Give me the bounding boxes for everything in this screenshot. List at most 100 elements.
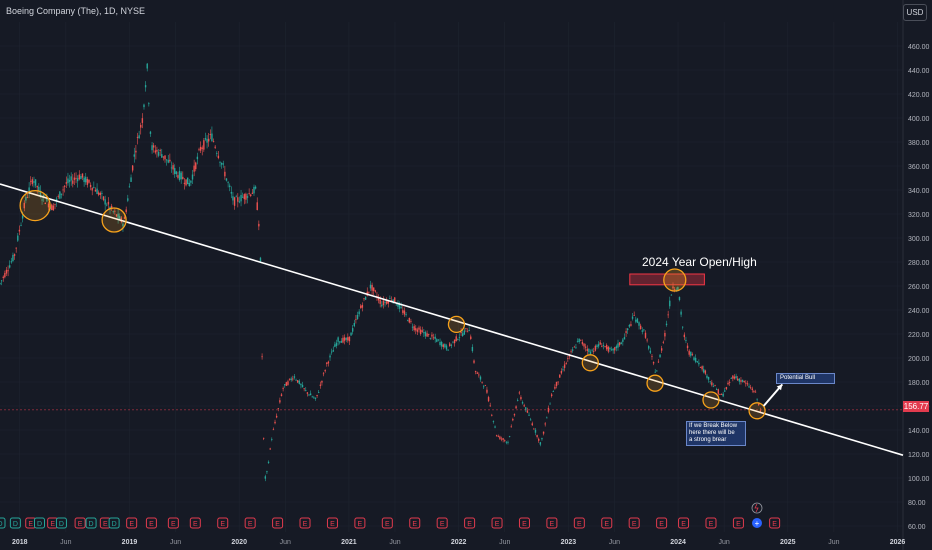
x-tick-label: Jun	[719, 539, 730, 546]
candle-body	[115, 214, 118, 217]
highlight-circle	[19, 189, 51, 222]
marker-letter: E	[604, 521, 609, 528]
lightning-icon[interactable]	[751, 502, 763, 514]
earnings-marker[interactable]: E	[167, 517, 179, 529]
candle-body	[460, 331, 462, 334]
y-tick-label: 460.00	[908, 44, 930, 51]
currency-button[interactable]: USD	[903, 4, 927, 21]
earnings-marker[interactable]: E	[601, 517, 613, 529]
highlight-circle	[748, 402, 766, 420]
earnings-marker[interactable]: E	[189, 517, 201, 529]
plus-circle	[752, 518, 762, 528]
add-event-marker[interactable]: +	[752, 518, 762, 528]
marker-letter: E	[149, 521, 154, 528]
year-high-label: 2024 Year Open/High	[642, 255, 757, 269]
x-tick-label: 2018	[12, 539, 28, 546]
candle-body	[523, 405, 525, 407]
dividend-marker[interactable]: D	[0, 517, 6, 529]
candle-body	[30, 180, 32, 182]
candle-body	[614, 347, 616, 351]
candle-body	[405, 314, 407, 315]
marker-letter: E	[28, 521, 33, 528]
earnings-marker[interactable]: E	[436, 517, 448, 529]
earnings-marker[interactable]: E	[769, 517, 781, 529]
earnings-marker[interactable]: E	[244, 517, 256, 529]
dividend-marker[interactable]: D	[108, 517, 120, 529]
candle-body	[76, 178, 79, 182]
marker-letter: E	[50, 521, 55, 528]
candle-body	[277, 408, 279, 410]
x-tick-label: 2019	[122, 539, 138, 546]
candle-body	[353, 322, 355, 327]
candle-body	[136, 136, 139, 138]
candle-body	[649, 350, 652, 353]
earnings-marker[interactable]: E	[573, 517, 585, 529]
candle-body	[667, 314, 669, 316]
candle-body	[738, 378, 741, 382]
earnings-marker[interactable]: E	[628, 517, 640, 529]
earnings-marker[interactable]: E	[491, 517, 503, 529]
candle-body	[508, 436, 511, 438]
y-tick-label: 380.00	[908, 140, 930, 147]
marker-frame	[705, 517, 717, 529]
candle-body	[628, 325, 631, 327]
candle-body	[588, 348, 590, 352]
candle-body	[618, 342, 621, 346]
potential-bull-note[interactable]: Potential Bull	[776, 373, 835, 384]
dividend-marker[interactable]: D	[33, 517, 45, 529]
earnings-marker[interactable]: E	[732, 517, 744, 529]
earnings-marker[interactable]: E	[381, 517, 393, 529]
earnings-marker[interactable]: E	[326, 517, 338, 529]
candle-body	[439, 341, 441, 346]
candle-body	[492, 421, 495, 422]
candle-body	[91, 187, 93, 191]
break-below-note[interactable]: If we Break Below here there will be a s…	[686, 421, 746, 446]
candle-body	[303, 388, 305, 390]
candle-body	[659, 354, 661, 358]
candle-body	[80, 176, 82, 180]
marker-letter: E	[467, 521, 472, 528]
candle-body	[410, 320, 412, 322]
candle-body	[549, 403, 551, 405]
candle-body	[233, 197, 236, 206]
dividend-marker[interactable]: D	[55, 517, 67, 529]
candle-body	[625, 331, 627, 333]
earnings-marker[interactable]: E	[409, 517, 421, 529]
candle-body	[528, 414, 530, 416]
earnings-marker[interactable]: E	[546, 517, 558, 529]
earnings-marker[interactable]: E	[464, 517, 476, 529]
candle-body	[468, 329, 470, 332]
candle-body	[140, 124, 142, 128]
candle-body	[54, 203, 56, 205]
earnings-marker[interactable]: E	[74, 517, 86, 529]
candle-body	[195, 162, 197, 170]
candle-body	[499, 436, 501, 439]
candle-body	[301, 384, 304, 388]
earnings-marker[interactable]: E	[656, 517, 668, 529]
candle-body	[42, 194, 45, 197]
earnings-marker[interactable]: E	[299, 517, 311, 529]
earnings-marker[interactable]: E	[678, 517, 690, 529]
candle-body	[96, 188, 98, 195]
candle-body	[381, 304, 383, 307]
earnings-marker[interactable]: E	[47, 517, 59, 529]
trendline[interactable]	[0, 183, 904, 456]
earnings-marker[interactable]: E	[145, 517, 157, 529]
earnings-marker[interactable]: E	[272, 517, 284, 529]
earnings-marker[interactable]: E	[354, 517, 366, 529]
earnings-marker[interactable]: E	[705, 517, 717, 529]
dividend-marker[interactable]: D	[85, 517, 97, 529]
earnings-marker[interactable]: E	[518, 517, 530, 529]
earnings-marker[interactable]: E	[217, 517, 229, 529]
earnings-marker[interactable]: E	[126, 517, 138, 529]
candle-body	[335, 342, 338, 346]
candle-body	[154, 150, 157, 153]
candle-body	[350, 332, 352, 336]
dividend-marker[interactable]: D	[9, 517, 21, 529]
y-tick-label: 280.00	[908, 260, 930, 267]
candle-body	[148, 103, 150, 105]
candle-body	[225, 178, 228, 181]
candle-body	[18, 229, 21, 232]
candle-body	[630, 324, 632, 326]
